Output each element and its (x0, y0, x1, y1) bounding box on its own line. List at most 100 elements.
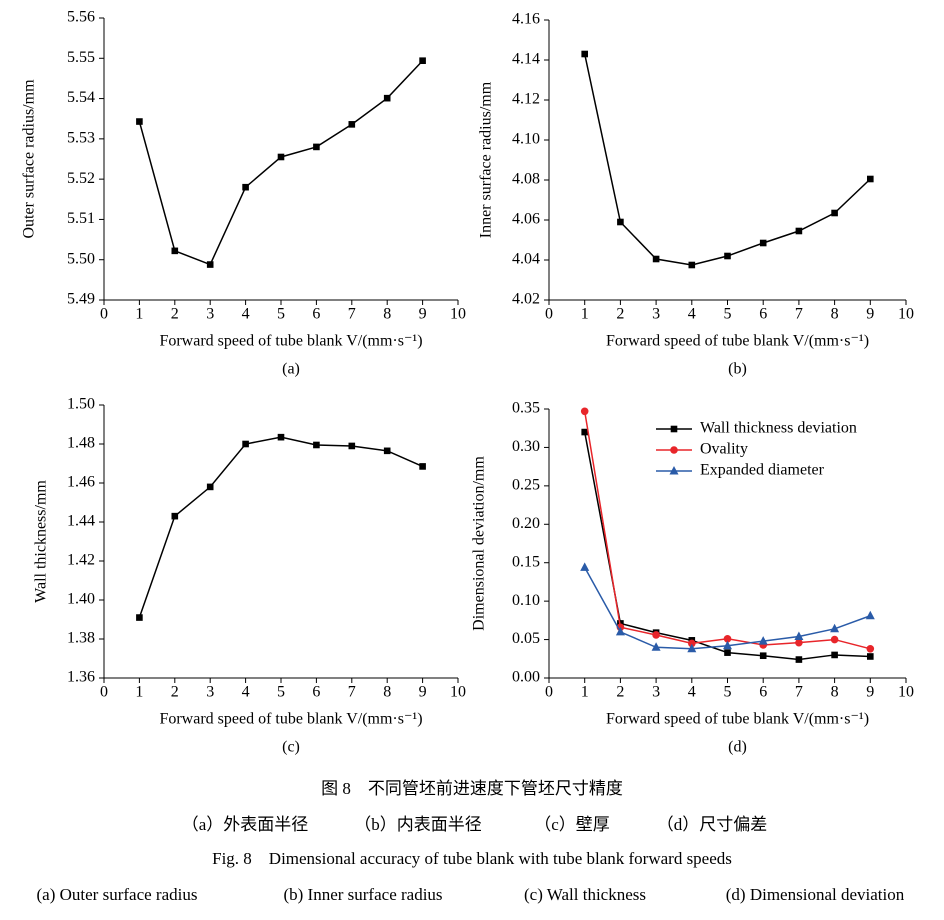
marker (206, 483, 214, 491)
marker (383, 94, 391, 102)
y-tick-label: 1.36 (67, 669, 95, 686)
y-tick-label: 4.02 (512, 291, 540, 308)
y-tick-label: 1.50 (67, 396, 95, 413)
marker (419, 463, 426, 470)
x-tick-label: 7 (348, 306, 356, 323)
x-tick-label: 5 (724, 306, 732, 323)
x-tick-label: 6 (759, 306, 767, 323)
y-tick-label: 5.52 (67, 170, 95, 187)
y-tick-label: 5.56 (67, 9, 95, 26)
caption-title-en: Fig. 8 Dimensional accuracy of tube blan… (212, 849, 732, 868)
y-tick-label: 4.12 (512, 91, 540, 108)
x-tick-label: 2 (171, 306, 179, 323)
x-tick-label: 8 (831, 306, 839, 323)
x-tick-label: 4 (688, 684, 696, 701)
x-tick-label: 9 (419, 306, 427, 323)
y-axis-title: Wall thickness/mm (33, 480, 50, 603)
marker (615, 626, 625, 636)
legend-marker (669, 466, 679, 475)
legend-marker (670, 425, 678, 433)
x-tick-label: 2 (171, 684, 179, 701)
y-tick-label: 0.20 (512, 515, 540, 532)
x-tick-label: 10 (450, 684, 466, 701)
y-tick-label: 4.16 (512, 11, 540, 28)
marker (865, 610, 875, 620)
y-tick-label: 0.05 (512, 630, 540, 647)
sublabel: (c) (282, 739, 300, 756)
marker (723, 635, 732, 643)
marker (242, 183, 249, 191)
series-line (138, 436, 423, 618)
x-tick-label: 8 (383, 684, 391, 701)
marker (580, 562, 590, 571)
y-tick-label: 1.44 (67, 513, 95, 530)
marker (795, 638, 803, 647)
marker (795, 656, 803, 663)
marker (758, 636, 768, 645)
x-tick-label: 3 (206, 306, 214, 323)
x-tick-label: 5 (277, 684, 285, 701)
y-tick-label: 1.38 (67, 630, 95, 647)
marker (419, 57, 426, 65)
marker (759, 652, 767, 660)
x-tick-label: 3 (652, 684, 660, 701)
marker (831, 209, 838, 217)
caption-part: （c）壁厚 (534, 815, 610, 834)
marker (830, 623, 840, 633)
x-tick-label: 6 (312, 684, 320, 701)
y-axis-title: Outer surface radius/mm (21, 79, 38, 239)
x-tick-label: 1 (581, 306, 589, 323)
y-tick-label: 5.55 (67, 49, 95, 66)
marker (652, 255, 660, 263)
marker (171, 247, 179, 255)
marker (831, 651, 838, 659)
x-tick-label: 0 (100, 306, 108, 323)
marker (313, 143, 320, 151)
x-tick-label: 5 (277, 306, 285, 323)
sublabel: (b) (728, 361, 747, 378)
x-tick-label: 0 (545, 306, 553, 323)
y-tick-label: 0.35 (512, 400, 540, 417)
sublabel: (a) (282, 361, 300, 378)
y-tick-label: 4.14 (512, 51, 540, 68)
x-tick-label: 7 (795, 306, 803, 323)
x-tick-label: 1 (135, 306, 143, 323)
caption-part: (c) Wall thickness (524, 885, 646, 904)
x-tick-label: 6 (759, 684, 767, 701)
marker (724, 649, 731, 656)
marker (206, 261, 214, 268)
y-tick-label: 5.49 (67, 291, 95, 308)
marker (617, 218, 624, 226)
caption-part: (a) Outer surface radius (37, 885, 198, 904)
x-tick-label: 1 (581, 684, 589, 701)
y-tick-label: 0.00 (512, 669, 540, 686)
x-tick-label: 4 (242, 306, 250, 323)
marker (348, 442, 356, 450)
caption-title-cn: 图 8 不同管坯前进速度下管坯尺寸精度 (321, 779, 623, 798)
x-tick-label: 7 (795, 684, 803, 701)
marker (723, 640, 732, 650)
marker (724, 252, 731, 260)
marker (687, 643, 697, 653)
x-tick-label: 4 (242, 684, 250, 701)
x-tick-label: 10 (898, 684, 914, 701)
x-axis-title: Forward speed of tube blank V/(mm·s⁻¹) (606, 333, 869, 350)
marker (581, 428, 588, 436)
x-tick-label: 8 (383, 306, 391, 323)
x-tick-label: 2 (616, 684, 624, 701)
marker (313, 441, 320, 449)
marker (277, 433, 285, 441)
y-tick-label: 1.40 (67, 591, 95, 608)
legend-label: Wall thickness deviation (700, 420, 857, 437)
x-tick-label: 9 (419, 684, 427, 701)
sublabel: (d) (728, 739, 747, 756)
y-tick-label: 4.06 (512, 211, 540, 228)
y-tick-label: 1.48 (67, 435, 95, 452)
x-axis-title: Forward speed of tube blank V/(mm·s⁻¹) (606, 711, 869, 728)
caption-part: （a）外表面半径 (182, 815, 309, 834)
y-tick-label: 4.04 (512, 251, 540, 268)
marker (867, 653, 874, 660)
legend-label: Expanded diameter (700, 462, 825, 479)
x-tick-label: 10 (898, 306, 914, 323)
